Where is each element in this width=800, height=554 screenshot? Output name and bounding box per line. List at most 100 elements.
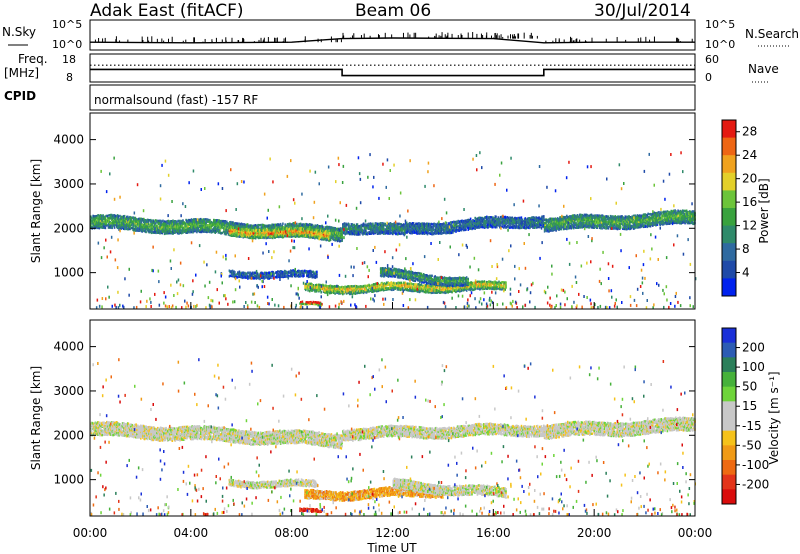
heatmap-cell [127, 218, 130, 221]
heatmap-cell [126, 226, 128, 229]
heatmap-cell [284, 234, 287, 237]
heatmap-cell [279, 224, 282, 228]
heatmap-cell [462, 226, 465, 229]
heatmap-cell [131, 221, 134, 225]
heatmap-cell [199, 220, 202, 223]
heatmap-cell [546, 224, 548, 227]
heatmap-cell [334, 227, 336, 230]
heatmap-cell [331, 226, 333, 229]
heatmap-cell [321, 235, 323, 238]
heatmap-cell [281, 234, 283, 237]
heatmap-cell [118, 220, 120, 224]
heatmap-cell [451, 231, 453, 234]
heatmap-cell [392, 231, 395, 235]
heatmap-cell [220, 226, 223, 229]
heatmap-cell [133, 224, 135, 227]
heatmap-cell [479, 224, 482, 228]
heatmap-cell [582, 221, 584, 225]
heatmap-cell [592, 214, 594, 218]
heatmap-cell [110, 213, 113, 217]
heatmap-cell [590, 213, 593, 216]
heatmap-cell [266, 230, 268, 233]
heatmap-cell [422, 223, 425, 226]
heatmap-cell [101, 221, 104, 224]
heatmap-cell [403, 233, 406, 237]
heatmap-cell [440, 226, 443, 229]
heatmap-cell [341, 232, 343, 235]
heatmap-cell [341, 239, 343, 242]
heatmap-cell [371, 231, 373, 235]
heatmap-cell [146, 220, 148, 224]
heatmap-cell [607, 226, 610, 229]
heatmap-cell [114, 220, 117, 223]
heatmap-cell [508, 224, 510, 227]
heatmap-cell [529, 226, 531, 230]
heatmap-cell [534, 224, 537, 227]
heatmap-cell [352, 232, 355, 235]
heatmap-cell [579, 213, 582, 216]
heatmap-cell [136, 229, 138, 232]
heatmap-cell [282, 222, 284, 225]
heatmap-cell [300, 227, 302, 230]
heatmap-cell [150, 228, 153, 231]
heatmap-cell [293, 222, 296, 226]
heatmap-cell [586, 217, 588, 220]
heatmap-cell [607, 215, 610, 218]
heatmap-cell [121, 225, 124, 229]
heatmap-cell [461, 227, 463, 231]
heatmap-cell [197, 227, 200, 230]
heatmap-cell [234, 227, 236, 231]
heatmap-cell [539, 222, 541, 225]
heatmap-cell [94, 217, 97, 221]
heatmap-cell [221, 231, 223, 234]
heatmap-cell [384, 222, 386, 226]
heatmap-cell [589, 220, 591, 223]
heatmap-cell [566, 227, 568, 231]
heatmap-cell [199, 226, 202, 229]
heatmap-cell [590, 215, 593, 218]
heatmap-cell [502, 223, 504, 227]
heatmap-cell [565, 216, 567, 219]
heatmap-cell [123, 222, 125, 225]
heatmap-cell [365, 223, 367, 226]
heatmap-cell [335, 233, 337, 237]
heatmap-cell [366, 231, 369, 234]
heatmap-cell [422, 228, 425, 232]
heatmap-cell [379, 222, 382, 225]
heatmap-cell [492, 216, 494, 219]
heatmap-cell [193, 229, 196, 233]
heatmap-cell [537, 225, 540, 229]
heatmap-cell [279, 227, 281, 231]
nave-tick-bottom: 0 [705, 71, 712, 84]
heatmap-cell [224, 222, 227, 225]
heatmap-cell [381, 230, 383, 233]
heatmap-cell [472, 221, 474, 224]
heatmap-cell [508, 226, 510, 229]
heatmap-cell [438, 228, 440, 231]
heatmap-cell [268, 224, 270, 227]
heatmap-cell [496, 226, 498, 229]
heatmap-cell [442, 230, 445, 233]
heatmap-cell [168, 232, 170, 235]
heatmap-cell [603, 217, 606, 221]
heatmap-cell [108, 217, 110, 220]
heatmap-cell [509, 218, 511, 221]
heatmap-cell [331, 233, 333, 237]
heatmap-cell [503, 226, 506, 229]
heatmap-cell [300, 229, 302, 232]
heatmap-cell [96, 224, 98, 227]
heatmap-cell [404, 227, 406, 231]
heatmap-cell [181, 225, 184, 228]
heatmap-cell [242, 236, 245, 239]
heatmap-cell [397, 232, 399, 236]
heatmap-cell [264, 236, 267, 239]
heatmap-cell [543, 215, 545, 218]
heatmap-cell [268, 225, 270, 228]
heatmap-cell [427, 227, 429, 230]
heatmap-cell [404, 226, 406, 229]
heatmap-cell [275, 226, 277, 230]
heatmap-cell [569, 224, 571, 228]
heatmap-cell [223, 226, 226, 229]
heatmap-cell [258, 232, 260, 235]
nsearch-tick-bottom: 10^0 [705, 38, 735, 51]
